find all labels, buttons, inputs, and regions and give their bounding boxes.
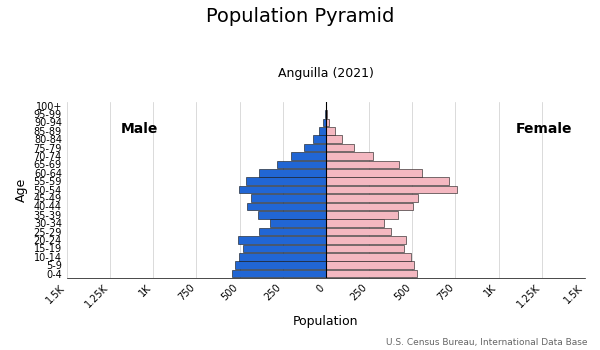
Bar (326, 177, 449, 185)
Bar (326, 169, 422, 177)
Bar (326, 228, 391, 235)
Text: U.S. Census Bureau, International Data Base: U.S. Census Bureau, International Data B… (386, 337, 588, 346)
Bar (245, 177, 326, 185)
Bar (326, 211, 398, 218)
Bar (239, 186, 326, 194)
Bar (319, 127, 326, 135)
Bar (326, 152, 373, 160)
Bar (257, 211, 326, 218)
Bar (243, 245, 326, 252)
Bar (238, 236, 326, 244)
Y-axis label: Age: Age (15, 177, 28, 202)
X-axis label: Population: Population (293, 315, 359, 328)
Bar (313, 135, 326, 143)
Bar (251, 194, 326, 202)
Bar (326, 186, 457, 194)
Title: Anguilla (2021): Anguilla (2021) (278, 66, 374, 79)
Bar (239, 253, 326, 260)
Text: Female: Female (515, 122, 572, 136)
Bar (277, 161, 326, 168)
Bar (326, 245, 404, 252)
Bar (326, 110, 327, 118)
Bar (323, 119, 326, 126)
Bar (304, 144, 326, 152)
Text: Population Pyramid: Population Pyramid (206, 7, 394, 26)
Text: Male: Male (121, 122, 158, 136)
Bar (326, 144, 355, 152)
Bar (326, 236, 406, 244)
Bar (259, 169, 326, 177)
Bar (326, 219, 384, 227)
Bar (232, 270, 326, 277)
Bar (326, 161, 400, 168)
Bar (326, 119, 329, 126)
Bar (270, 219, 326, 227)
Bar (292, 152, 326, 160)
Bar (326, 194, 418, 202)
Bar (326, 270, 418, 277)
Bar (325, 110, 326, 118)
Bar (326, 135, 343, 143)
Bar (259, 228, 326, 235)
Bar (326, 203, 413, 210)
Bar (247, 203, 326, 210)
Bar (326, 261, 414, 269)
Bar (235, 261, 326, 269)
Bar (326, 253, 410, 260)
Bar (326, 127, 335, 135)
